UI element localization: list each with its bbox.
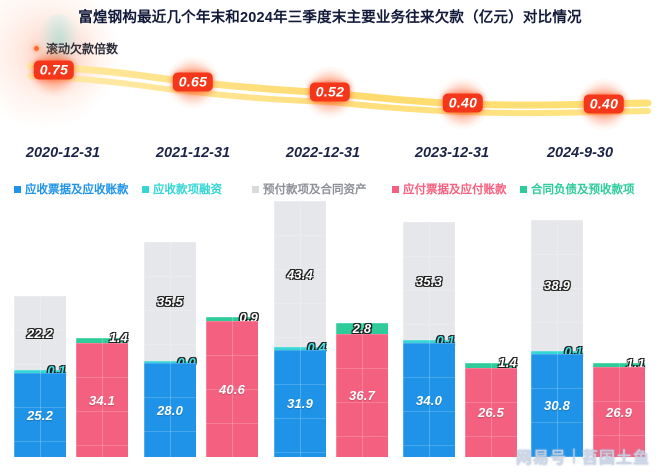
line-point-glow-icon [166, 56, 219, 108]
bar-value-label: 26.5 [477, 405, 505, 420]
category-label: 2020-12-31 [25, 145, 101, 161]
bar-value-label: 34.0 [415, 392, 443, 408]
bar-segment[interactable]: 25.2 [14, 373, 66, 457]
bar-value-label: 34.1 [88, 392, 116, 408]
legend-item[interactable]: 应收款项融资 [142, 181, 222, 197]
bar-value-label: 22.2 [26, 325, 54, 341]
bar-value-label: 38.9 [543, 278, 571, 293]
bar-segment[interactable]: 34.1 [76, 343, 128, 457]
bar-value-label: 40.6 [218, 381, 246, 397]
bar-segment[interactable]: 34.0 [403, 343, 455, 457]
line-point-marker[interactable]: 0.52 [303, 66, 356, 118]
bar-value-label: 36.7 [348, 388, 376, 403]
plot-area: 22.2 0.1 25.2 1.4 34.1 35.5 0.0 28.0 0.9 40.6 43.4… [0, 199, 660, 457]
bar-segment[interactable]: 35.3 [403, 222, 455, 340]
stacked-bar[interactable]: 0.9 40.6 [206, 310, 258, 457]
bar-segment[interactable]: 30.8 [531, 354, 583, 457]
legend-item-label: 预付款项及合同资产 [263, 184, 367, 196]
bar-segment[interactable]: 22.2 [14, 296, 66, 370]
bar-series-legend: 应收票据及应收账款 应收款项融资 预付款项及合同资产 应付票据及应付账款 合同负债及预收… [0, 181, 660, 199]
bar-segment[interactable]: 31.9 [274, 350, 326, 457]
line-point-marker[interactable]: 0.65 [166, 56, 219, 108]
bar-segment[interactable]: 26.5 [465, 368, 517, 457]
bar-segment[interactable]: 28.0 [144, 363, 196, 457]
bar-value-label: 28.0 [156, 402, 184, 418]
bar-segment[interactable]: 38.9 [531, 220, 583, 351]
line-point-glow-icon [577, 78, 630, 130]
bar-value-label: 30.8 [543, 398, 571, 413]
legend-item[interactable]: 合同负债及预收款项 [520, 181, 635, 197]
line-point-value: 0.52 [309, 82, 351, 102]
category-label: 2023-12-31 [414, 145, 490, 161]
line-point-value: 0.40 [583, 94, 625, 114]
stacked-bar[interactable]: 2.8 36.7 [336, 321, 388, 457]
watermark: 网易号 | 苕国土鱼 [516, 444, 650, 468]
bar-value-label: 1.4 [498, 355, 517, 370]
line-point-glow-icon [436, 77, 489, 129]
line-point-marker[interactable]: 0.75 [27, 44, 80, 96]
legend-swatch-icon [142, 185, 149, 193]
page-title: 富煌钢构最近几个年末和2024年三季度末主要业务往来欠款（亿元）对比情况 [78, 10, 582, 26]
legend-item-label: 应付票据及应付账款 [403, 184, 507, 196]
line-series-legend[interactable]: 滚动欠款倍数 [34, 40, 118, 57]
line-point-marker[interactable]: 0.40 [577, 78, 630, 130]
bar-value-label: 0.9 [239, 309, 258, 325]
category-axis: 2020-12-31 2021-12-31 2022-12-31 2023-12-31… [0, 145, 660, 171]
legend-swatch-icon [252, 185, 259, 193]
bar-segment[interactable]: 35.5 [144, 242, 196, 361]
legend-swatch-icon [520, 185, 527, 193]
bar-value-label: 35.5 [156, 294, 184, 309]
legend-item-label: 合同负债及预收款项 [531, 184, 635, 196]
bar-value-label: 2.8 [352, 321, 372, 336]
stacked-bar[interactable]: 1.4 34.1 [76, 330, 128, 457]
line-point-glow-icon [303, 66, 356, 118]
stacked-bar[interactable]: 22.2 0.1 25.2 [14, 296, 66, 457]
category-label: 2021-12-31 [155, 145, 231, 161]
line-legend-label: 滚动欠款倍数 [46, 42, 119, 56]
line-point-value: 0.40 [442, 93, 484, 113]
legend-swatch-icon [14, 185, 21, 193]
legend-swatch-icon [392, 185, 399, 193]
legend-item-label: 应收票据及应收账款 [25, 184, 129, 196]
bar-value-label: 43.4 [286, 266, 314, 282]
stacked-bar[interactable]: 1.4 26.5 [465, 355, 517, 457]
watermark-author: 苕国土鱼 [581, 450, 650, 467]
bar-value-label: 35.3 [415, 273, 443, 289]
stacked-bar[interactable]: 35.3 0.1 34.0 [403, 222, 455, 457]
line-point-value: 0.65 [172, 72, 214, 92]
category-label: 2022-12-31 [285, 145, 361, 161]
legend-item[interactable]: 预付款项及合同资产 [252, 181, 367, 197]
bar-value-label: 1.1 [626, 355, 645, 371]
legend-item[interactable]: 应收票据及应收账款 [14, 181, 129, 197]
bar-value-label: 26.9 [605, 404, 633, 420]
bar-value-label: 1.4 [109, 330, 128, 345]
legend-item[interactable]: 应付票据及应付账款 [392, 181, 507, 197]
stacked-bar[interactable]: 35.5 0.0 28.0 [144, 242, 196, 457]
bar-segment[interactable]: 40.6 [206, 321, 258, 457]
watermark-divider: | [571, 447, 577, 464]
bar-segment[interactable]: 2.8 [336, 321, 388, 336]
bar-value-label: 31.9 [286, 396, 314, 411]
stacked-bar[interactable]: 38.9 0.1 30.8 [531, 220, 583, 457]
bar-segment[interactable]: 43.4 [274, 201, 326, 347]
watermark-source: 网易号 [515, 450, 567, 467]
stacked-bar[interactable]: 1.1 26.9 [593, 356, 645, 457]
stacked-bar[interactable]: 43.4 0.4 31.9 [274, 201, 326, 457]
category-label: 2024-9-30 [546, 145, 614, 161]
legend-item-label: 应收款项融资 [153, 184, 222, 196]
line-legend-dot-icon [34, 46, 39, 51]
bar-value-label: 25.2 [26, 407, 54, 423]
line-point-marker[interactable]: 0.40 [436, 77, 489, 129]
line-point-value: 0.75 [33, 60, 75, 80]
bar-segment[interactable]: 36.7 [336, 334, 388, 457]
